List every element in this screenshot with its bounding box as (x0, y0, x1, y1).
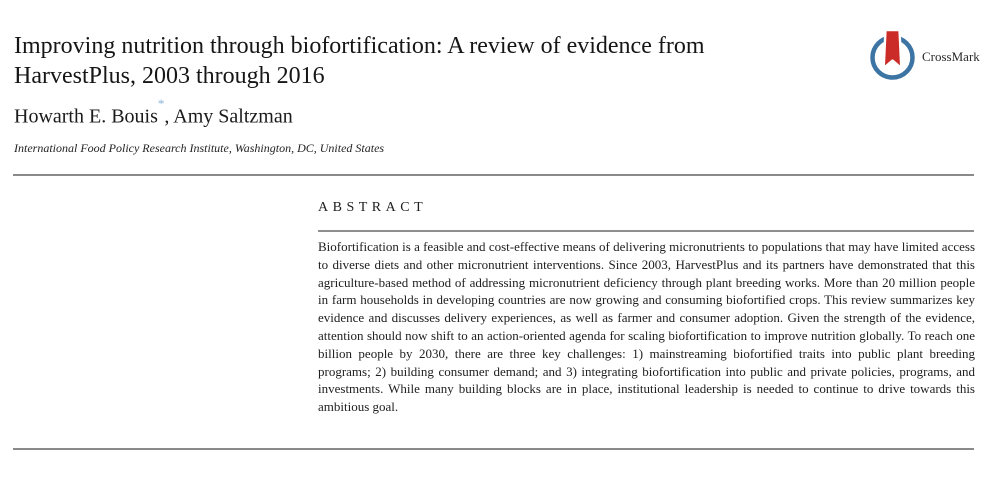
author-name-2: Amy Saltzman (173, 105, 293, 128)
abstract-text: Biofortification is a feasible and cost-… (318, 239, 975, 415)
crossmark-badge[interactable]: CrossMark (868, 27, 980, 82)
corresponding-author-marker[interactable]: * (157, 96, 165, 111)
affiliation: International Food Policy Research Insti… (14, 141, 385, 155)
author-name-1: Howarth E. Bouis (14, 105, 158, 128)
footer-divider (13, 448, 974, 450)
header-divider (13, 174, 974, 176)
author-byline: Howarth E. Bouis*, Amy Saltzman (14, 96, 293, 129)
crossmark-label: CrossMark (922, 48, 980, 64)
crossmark-icon (868, 27, 918, 82)
author-separator: , (164, 105, 174, 128)
article-title: Improving nutrition through biofortifica… (14, 31, 859, 91)
article-title-line-2: HarvestPlus, 2003 through 2016 (14, 63, 325, 89)
article-title-line-1: Improving nutrition through biofortifica… (14, 33, 705, 59)
abstract-heading: ABSTRACT (318, 200, 428, 215)
abstract-divider (318, 230, 974, 232)
